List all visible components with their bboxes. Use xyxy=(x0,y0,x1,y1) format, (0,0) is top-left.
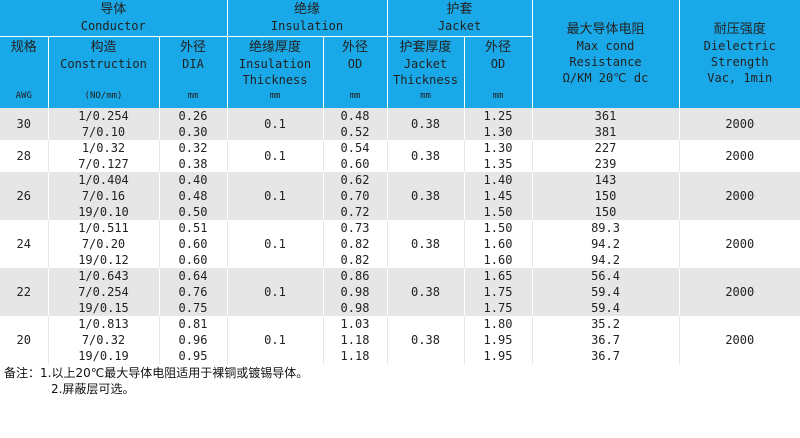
construction-cell: 1/0.643 7/0.254 19/0.15 xyxy=(47,268,159,316)
jacket-od-cell: 1.65 1.75 1.75 xyxy=(463,268,533,316)
awg-cell: 22 xyxy=(0,268,48,316)
dielectric-cell: 2000 xyxy=(678,268,800,316)
awg-cell: 26 xyxy=(0,172,48,220)
jacket-od-cell: 1.40 1.45 1.50 xyxy=(463,172,533,220)
dia-cell: 0.81 0.96 0.95 xyxy=(158,316,227,364)
jacket-thickness-cell: 0.38 xyxy=(386,220,464,268)
jacket-od-cell: 1.80 1.95 1.95 xyxy=(463,316,533,364)
jacket-thickness-cell: 0.38 xyxy=(386,172,464,220)
dielectric-cell: 2000 xyxy=(678,108,800,140)
awg-cell: 28 xyxy=(0,140,48,172)
note-line-1: 备注：1.以上20℃最大导体电阻适用于裸铜或镀锡导体。 xyxy=(4,365,800,381)
insulation-od-cell: 0.54 0.60 xyxy=(322,140,387,172)
jacket-thickness-header: 护套厚度 Jacket Thickness mm xyxy=(386,36,464,108)
jacket-thickness-cell: 0.38 xyxy=(386,108,464,140)
insulation-thickness-cell: 0.1 xyxy=(226,108,323,140)
resistance-header: 最大导体电阻 Max cond Resistance Ω/KM 20℃ dc xyxy=(531,0,680,108)
table-row: 20 1/0.813 7/0.32 19/0.19 0.81 0.96 0.95 0.1… xyxy=(0,316,800,364)
jacket-thickness-cell: 0.38 xyxy=(386,316,464,364)
dielectric-cell: 2000 xyxy=(678,172,800,220)
spec-table: 导体 Conductor 绝缘 Insulation 护套 Jacket 最大导体电阻… xyxy=(0,0,800,364)
jacket-od-header: 外径 OD mm xyxy=(463,36,533,108)
notes: 备注：1.以上20℃最大导体电阻适用于裸铜或镀锡导体。 2.屏蔽层可选。 xyxy=(0,364,800,397)
construction-header: 构造 Construction (NO/mm) xyxy=(47,36,159,108)
insulation-thickness-cell: 0.1 xyxy=(226,172,323,220)
awg-cell: 30 xyxy=(0,108,48,140)
table-row: 30 1/0.254 7/0.10 0.26 0.30 0.1 0.48 0.52 0… xyxy=(0,108,800,140)
construction-cell: 1/0.32 7/0.127 xyxy=(47,140,159,172)
construction-cell: 1/0.511 7/0.20 19/0.12 xyxy=(47,220,159,268)
insulation-od-cell: 0.86 0.98 0.98 xyxy=(322,268,387,316)
resistance-cell: 35.2 36.7 36.7 xyxy=(531,316,680,364)
table-row: 22 1/0.643 7/0.254 19/0.15 0.64 0.76 0.75 0.… xyxy=(0,268,800,316)
dia-cell: 0.64 0.76 0.75 xyxy=(158,268,227,316)
dielectric-header: 耐压强度 Dielectric Strength Vac, 1min xyxy=(678,0,800,108)
awg-cell: 24 xyxy=(0,220,48,268)
dia-cell: 0.51 0.60 0.60 xyxy=(158,220,227,268)
conductor-dia-header: 外径 DIA mm xyxy=(158,36,227,108)
jacket-thickness-cell: 0.38 xyxy=(386,140,464,172)
construction-cell: 1/0.404 7/0.16 19/0.10 xyxy=(47,172,159,220)
notes-label: 备注： xyxy=(4,366,41,380)
resistance-cell: 89.3 94.2 94.2 xyxy=(531,220,680,268)
insulation-od-cell: 0.62 0.70 0.72 xyxy=(322,172,387,220)
dia-cell: 0.26 0.30 xyxy=(158,108,227,140)
jacket-thickness-cell: 0.38 xyxy=(386,268,464,316)
conductor-group-header: 导体 Conductor xyxy=(0,0,227,37)
note-text-1: 1.以上20℃最大导体电阻适用于裸铜或镀锡导体。 xyxy=(40,366,309,380)
table-row: 26 1/0.404 7/0.16 19/0.10 0.40 0.48 0.50 0.1… xyxy=(0,172,800,220)
jacket-od-cell: 1.25 1.30 xyxy=(463,108,533,140)
dielectric-cell: 2000 xyxy=(678,140,800,172)
insulation-od-cell: 0.73 0.82 0.82 xyxy=(322,220,387,268)
construction-cell: 1/0.254 7/0.10 xyxy=(47,108,159,140)
insulation-od-header: 外径 OD mm xyxy=(322,36,387,108)
resistance-cell: 56.4 59.4 59.4 xyxy=(531,268,680,316)
resistance-cell: 143 150 150 xyxy=(531,172,680,220)
insulation-od-cell: 1.03 1.18 1.18 xyxy=(322,316,387,364)
resistance-cell: 361 381 xyxy=(531,108,680,140)
spec-header: 规格 AWG xyxy=(0,36,48,108)
awg-cell: 20 xyxy=(0,316,48,364)
jacket-group-header: 护套 Jacket xyxy=(386,0,533,37)
insulation-thickness-cell: 0.1 xyxy=(226,220,323,268)
table-row: 28 1/0.32 7/0.127 0.32 0.38 0.1 0.54 0.60 0… xyxy=(0,140,800,172)
table-row: 24 1/0.511 7/0.20 19/0.12 0.51 0.60 0.60 0.1… xyxy=(0,220,800,268)
insulation-thickness-cell: 0.1 xyxy=(226,316,323,364)
jacket-od-cell: 1.30 1.35 xyxy=(463,140,533,172)
dielectric-cell: 2000 xyxy=(678,220,800,268)
construction-cell: 1/0.813 7/0.32 19/0.19 xyxy=(47,316,159,364)
insulation-thickness-header: 绝缘厚度 Insulation Thickness mm xyxy=(226,36,323,108)
insulation-group-header: 绝缘 Insulation xyxy=(226,0,387,37)
note-line-2: 2.屏蔽层可选。 xyxy=(51,382,135,396)
dia-cell: 0.40 0.48 0.50 xyxy=(158,172,227,220)
dielectric-cell: 2000 xyxy=(678,316,800,364)
insulation-thickness-cell: 0.1 xyxy=(226,268,323,316)
dia-cell: 0.32 0.38 xyxy=(158,140,227,172)
resistance-cell: 227 239 xyxy=(531,140,680,172)
insulation-od-cell: 0.48 0.52 xyxy=(322,108,387,140)
jacket-od-cell: 1.50 1.60 1.60 xyxy=(463,220,533,268)
insulation-thickness-cell: 0.1 xyxy=(226,140,323,172)
